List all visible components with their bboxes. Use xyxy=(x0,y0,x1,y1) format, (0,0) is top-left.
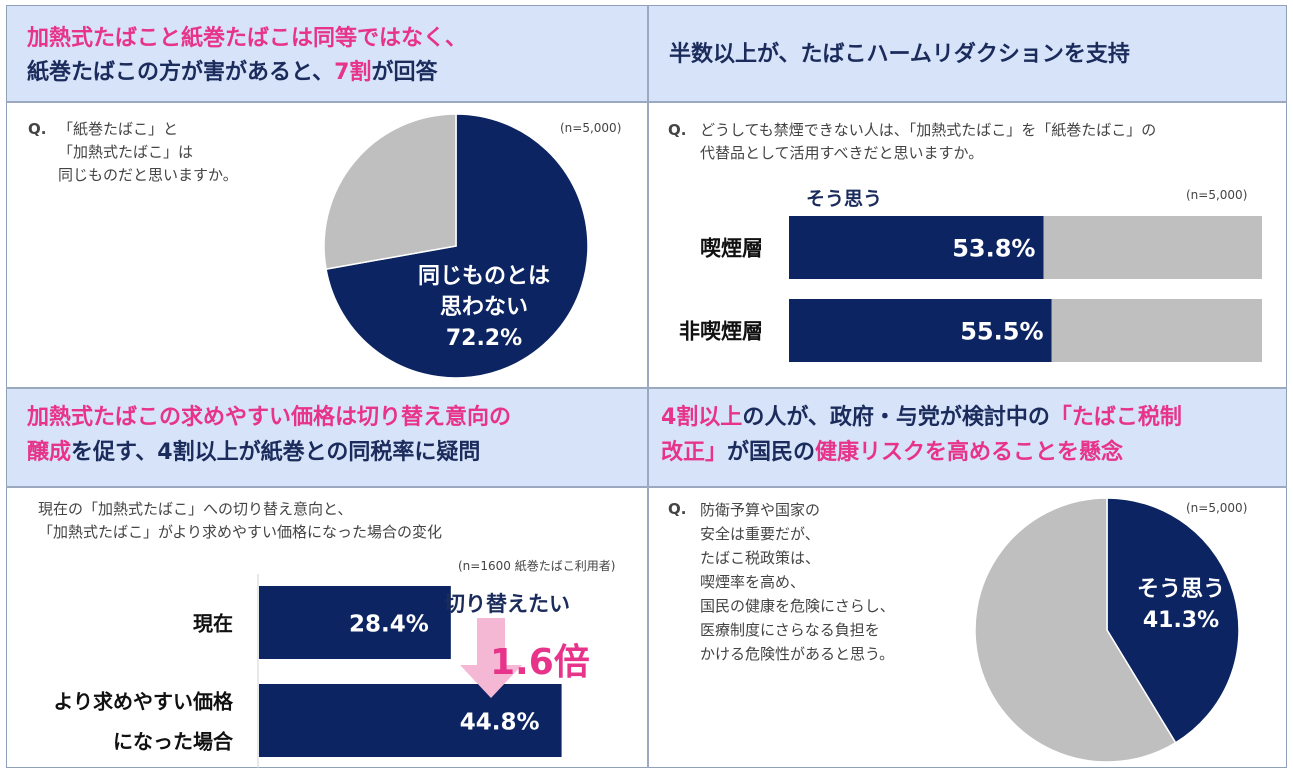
panel1-title-line1: 加熱式たばこと紙巻たばこは同等ではなく、 xyxy=(27,24,467,54)
panel2-n-note: (n=5,000) xyxy=(1186,188,1248,202)
bar2-bar xyxy=(789,299,1052,362)
panel3-title-line2-b: を促す、4割以上が紙巻との同税率に疑問 xyxy=(71,440,481,465)
bar3-bar xyxy=(259,684,562,757)
bar3-value-label: 28.4% xyxy=(349,612,429,638)
panel1-title-line2: 紙巻たばこの方が害があると、7割が回答 xyxy=(27,58,437,88)
panel2-question-line: どうしても禁煙できない人は、「加熱式たばこ」を「紙巻たばこ」の xyxy=(700,121,1157,139)
panel3-question-line: 現在の「加熱式たばこ」への切り替え意向と、 xyxy=(38,500,353,518)
panel4-title-line1: 4割以上の人が、政府・与党が検討中の「たばこ税制 xyxy=(661,403,1182,433)
panel3-title-line1-text: 加熱式たばこの求めやすい価格は切り替え意向の xyxy=(27,405,512,430)
panel2-question-line: 代替品として活用すべきだと思いますか。 xyxy=(700,144,984,162)
pie4-slice-1 xyxy=(974,497,1177,763)
panel1-header: 加熱式たばこと紙巻たばこは同等ではなく、 紙巻たばこの方が害があると、7割が回答 xyxy=(7,6,647,102)
bar2-value-label: 55.5% xyxy=(960,318,1043,346)
bar2-bar xyxy=(789,216,1044,279)
panel1-question-line: 同じものだと思いますか。 xyxy=(58,166,238,184)
panel3-title-line2: 醸成を促す、4割以上が紙巻との同税率に疑問 xyxy=(27,438,480,468)
divider-top-header xyxy=(6,101,1287,103)
pie1-slice-0 xyxy=(325,113,589,379)
panel1-title-line1-text: 加熱式たばこと紙巻たばこは同等ではなく、 xyxy=(27,26,468,51)
infographic-frame xyxy=(6,5,1287,768)
pie1-slice-label: 同じものとは xyxy=(418,264,550,289)
pie1-slice-1 xyxy=(323,113,457,270)
panel3-annotation-title: 切り替えたい xyxy=(444,592,570,616)
panel4-title-line1-c: 「たばこ税制 xyxy=(1049,405,1182,430)
panel3-title-line1: 加熱式たばこの求めやすい価格は切り替え意向の xyxy=(27,403,511,433)
bar2-value-label: 53.8% xyxy=(952,235,1035,263)
panel1-q-mark: Q. xyxy=(28,120,47,138)
bar3-bar xyxy=(259,586,451,659)
panel2-legend-label: そう思う xyxy=(806,188,883,210)
panel4-n-note: (n=5,000) xyxy=(1186,501,1248,515)
panel4-question-line: かける危険性があると思う。 xyxy=(700,645,895,663)
panel3-question-line: 「加熱式たばこ」がより求めやすい価格になった場合の変化 xyxy=(38,523,442,541)
bar3-category-label: より求めやすい価格 xyxy=(53,690,234,714)
panel3-question: 現在の「加熱式たばこ」への切り替え意向と、 「加熱式たばこ」がより求めやすい価格… xyxy=(38,498,442,544)
panel4-question-line: たばこ税政策は、 xyxy=(700,549,821,567)
panel4-question-line: 防衛予算や国家の xyxy=(700,501,821,519)
bar3-category-label: 現在 xyxy=(193,612,233,636)
panel1-title-line2-a: 紙巻たばこの方が害があると、 xyxy=(27,60,335,85)
panel2-q-mark: Q. xyxy=(668,121,687,139)
panel1-n-note: (n=5,000) xyxy=(560,121,622,135)
panel4-question-line: 国民の健康を危険にさらし、 xyxy=(700,597,895,615)
pie1-slice-value-label: 72.2% xyxy=(446,326,522,351)
panel4-header: 4割以上の人が、政府・与党が検討中の「たばこ税制 改正」が国民の健康リスクを高め… xyxy=(649,389,1286,487)
down-arrow-icon xyxy=(460,618,522,698)
panel4-title-line2: 改正」が国民の健康リスクを高めることを懸念 xyxy=(661,438,1123,468)
divider-middle xyxy=(6,387,1287,389)
panel2-header: 半数以上が、たばこハームリダクションを支持 xyxy=(649,6,1286,102)
bar3-category-label: になった場合 xyxy=(113,730,234,754)
panel1-title-line2-b: 7割 xyxy=(334,60,372,85)
panel3-title-line2-a: 醸成 xyxy=(27,440,72,465)
panel2-title: 半数以上が、たばこハームリダクションを支持 xyxy=(669,42,1130,67)
panel4-question-line: 安全は重要だが、 xyxy=(700,525,820,543)
panel1-question-line: 「加熱式たばこ」は xyxy=(58,143,194,161)
panel4-title-line2-a: 改正」 xyxy=(661,440,728,465)
panel4-title-line1-b: の人が、政府・与党が検討中の xyxy=(742,405,1050,430)
panel3-n-note: (n=1600 紙巻たばこ利用者) xyxy=(458,559,616,573)
panel4-question: 防衛予算や国家の 安全は重要だが、 たばこ税政策は、 喫煙率を高め、 国民の健康… xyxy=(700,498,895,666)
panel1-question-line: 「紙巻たばこ」と xyxy=(58,120,179,138)
vertical-divider xyxy=(647,5,649,768)
panel4-title-line2-b: が国民の xyxy=(727,440,816,465)
divider-bottom-header xyxy=(6,486,1287,488)
pie4-slice-0 xyxy=(1106,497,1240,744)
panel1-title-line2-c: が回答 xyxy=(371,60,438,85)
panel4-title-line2-c: 健康リスクを高めることを懸念 xyxy=(815,440,1124,465)
pie4-slice-label: そう思う xyxy=(1137,577,1225,602)
bar2-category-label: 非喫煙層 xyxy=(679,320,763,344)
panel3-annotation-multiplier: 1.6倍 xyxy=(490,642,590,683)
pie1-slice-label: 思わない xyxy=(440,295,528,320)
panel3-header: 加熱式たばこの求めやすい価格は切り替え意向の 醸成を促す、4割以上が紙巻との同税… xyxy=(7,389,647,487)
panel1-question: 「紙巻たばこ」と 「加熱式たばこ」は 同じものだと思いますか。 xyxy=(58,118,238,187)
panel2-question: どうしても禁煙できない人は、「加熱式たばこ」を「紙巻たばこ」の 代替品として活用… xyxy=(700,119,1156,165)
panel4-question-line: 医療制度にさらなる負担を xyxy=(700,621,880,639)
panel4-question-line: 喫煙率を高め、 xyxy=(700,573,806,591)
pie4-slice-value-label: 41.3% xyxy=(1143,608,1219,633)
bar3-value-label: 44.8% xyxy=(460,710,540,736)
panel4-q-mark: Q. xyxy=(668,500,687,518)
bar2-category-label: 喫煙層 xyxy=(700,237,763,261)
panel4-title-line1-a: 4割以上 xyxy=(661,405,743,430)
